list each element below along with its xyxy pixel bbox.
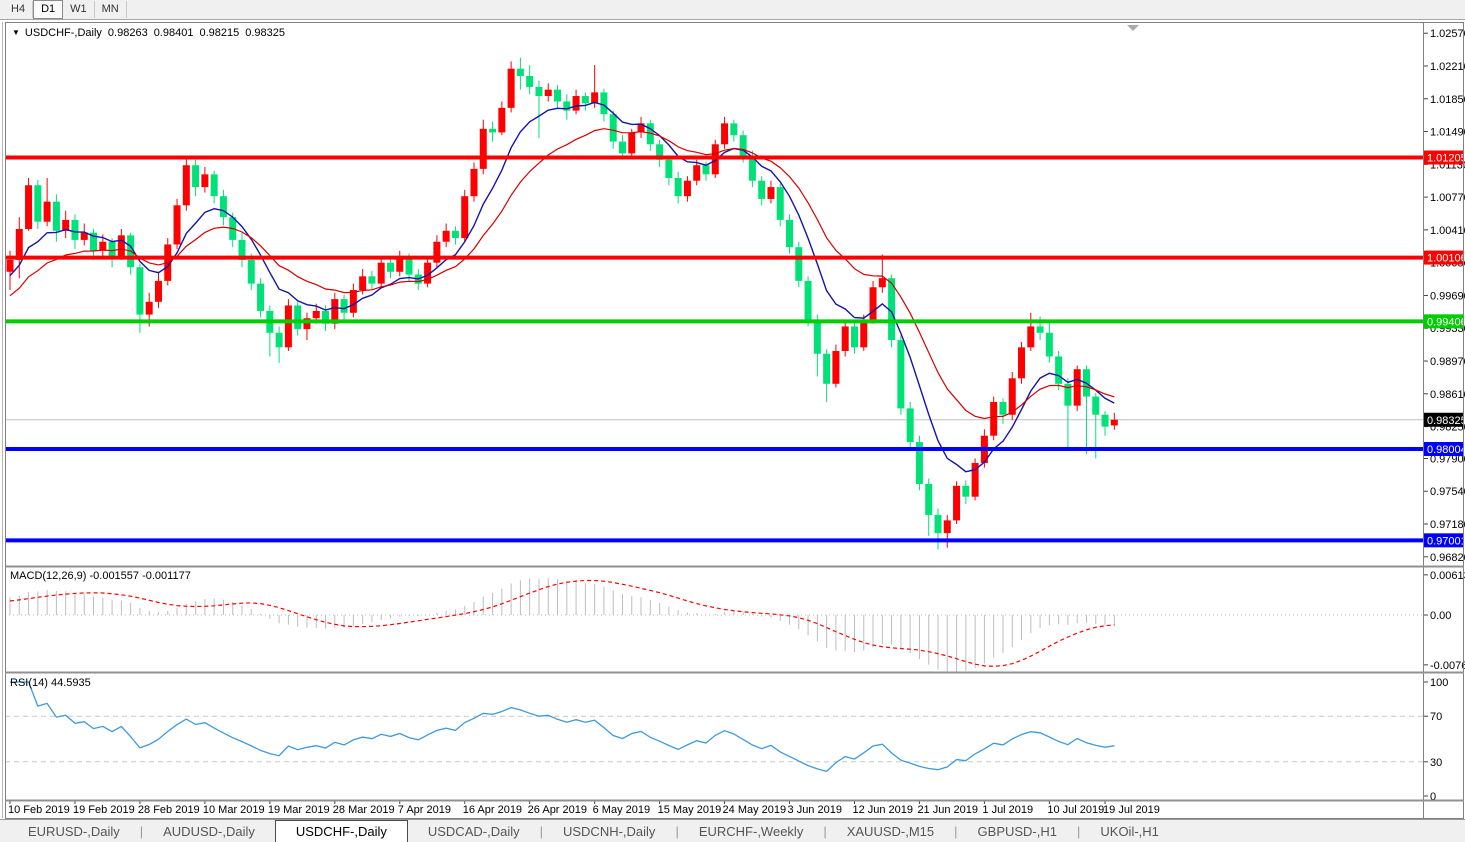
symbol-period-label: USDCHF-,Daily xyxy=(24,27,102,39)
svg-text:10 Mar 2019: 10 Mar 2019 xyxy=(203,804,265,816)
price-label-0.98004: 0.98004 xyxy=(1424,441,1465,456)
svg-text:1.01850: 1.01850 xyxy=(1430,94,1465,106)
chart-tab-ukoil-h1[interactable]: UKOil-,H1 xyxy=(1100,823,1159,839)
tab-separator: | xyxy=(139,823,144,839)
svg-text:24 May 2019: 24 May 2019 xyxy=(723,804,787,816)
tab-separator: | xyxy=(675,823,679,839)
svg-text:19 Jul 2019: 19 Jul 2019 xyxy=(1103,804,1160,816)
date-axis: 10 Feb 2019 19 Feb 2019 28 Feb 2019 10 Mar … xyxy=(8,800,1160,816)
svg-text:1.01490: 1.01490 xyxy=(1430,127,1465,139)
price-label-1.00106: 1.00106 xyxy=(1424,250,1465,265)
chart-header: ▼ USDCHF-,Daily 0.98263 0.98401 0.98215 0.983… xyxy=(12,27,285,39)
svg-text:1.02210: 1.02210 xyxy=(1430,61,1465,73)
macd-panel xyxy=(5,578,1423,672)
svg-text:1.01205: 1.01205 xyxy=(1427,152,1465,164)
open-value: 0.98263 xyxy=(107,27,148,39)
svg-text:10 Jul 2019: 10 Jul 2019 xyxy=(1047,804,1104,816)
chart-tab-usdchf-daily[interactable]: USDCHF-,Daily xyxy=(274,820,408,842)
chart-tab-audusd-daily[interactable]: AUDUSD-,Daily xyxy=(163,823,255,839)
macd-axis: 0.00613 0.00 -0.007612 xyxy=(1424,570,1465,672)
svg-text:0.97001: 0.97001 xyxy=(1427,535,1465,547)
macd-signal-line xyxy=(9,579,1115,667)
svg-text:10 Feb 2019: 10 Feb 2019 xyxy=(8,804,70,816)
price-label-1.01205: 1.01205 xyxy=(1424,150,1465,165)
price-axis: 1.025701.022101.018501.014901.011301.007… xyxy=(1424,28,1465,564)
rsi-line xyxy=(10,681,1115,773)
candles xyxy=(6,57,1118,550)
svg-text:12 Jun 2019: 12 Jun 2019 xyxy=(852,804,913,816)
ma-fast-line xyxy=(9,101,1115,473)
svg-text:1.00770: 1.00770 xyxy=(1430,192,1465,204)
svg-text:1 Jul 2019: 1 Jul 2019 xyxy=(982,804,1033,816)
timeframe-button-d1[interactable]: D1 xyxy=(33,0,64,19)
chart-tab-usdcnh-daily[interactable]: USDCNH-,Daily xyxy=(562,823,656,839)
svg-text:0.99406: 0.99406 xyxy=(1427,316,1465,328)
svg-text:3 Jun 2019: 3 Jun 2019 xyxy=(788,804,842,816)
svg-text:26 Apr 2019: 26 Apr 2019 xyxy=(528,804,587,816)
svg-text:0.98325: 0.98325 xyxy=(1427,415,1465,427)
svg-text:6 May 2019: 6 May 2019 xyxy=(593,804,650,816)
chart-tab-gbpusd-h1[interactable]: GBPUSD-,H1 xyxy=(977,823,1057,839)
svg-text:30: 30 xyxy=(1430,757,1442,769)
svg-text:-0.007612: -0.007612 xyxy=(1430,660,1465,672)
timeframe-toolbar: H4 D1 W1 MN xyxy=(0,0,1465,20)
svg-text:19 Feb 2019: 19 Feb 2019 xyxy=(73,804,135,816)
close-value: 0.98325 xyxy=(245,27,285,39)
ma-slow-line xyxy=(9,128,1115,420)
svg-text:1.02570: 1.02570 xyxy=(1430,28,1465,40)
svg-text:0: 0 xyxy=(1430,791,1436,803)
rsi-panel xyxy=(5,681,1423,773)
svg-text:21 Jun 2019: 21 Jun 2019 xyxy=(917,804,978,816)
svg-text:100: 100 xyxy=(1430,677,1448,689)
timeframe-button-h4[interactable]: H4 xyxy=(4,1,34,18)
chart-tab-xauusd-m15[interactable]: XAUUSD-,M15 xyxy=(846,823,935,839)
chart-shift-marker-icon[interactable] xyxy=(1127,25,1139,31)
svg-text:0.98004: 0.98004 xyxy=(1427,444,1465,456)
price-label-0.99406: 0.99406 xyxy=(1424,314,1465,329)
chart-tab-bar: EURUSD-,Daily | AUDUSD-,Daily USDCHF-,Daily… xyxy=(0,819,1465,842)
collapse-triangle-icon[interactable]: ▼ xyxy=(12,28,20,37)
rsi-value: 44.5935 xyxy=(50,677,91,689)
svg-text:15 May 2019: 15 May 2019 xyxy=(658,804,722,816)
low-value: 0.98215 xyxy=(199,27,240,39)
svg-text:7 Apr 2019: 7 Apr 2019 xyxy=(398,804,451,816)
tab-separator: | xyxy=(1077,823,1081,839)
svg-text:28 Mar 2019: 28 Mar 2019 xyxy=(333,804,395,816)
high-value: 0.98401 xyxy=(153,27,194,39)
price-label-0.97001: 0.97001 xyxy=(1424,533,1465,548)
svg-text:16 Apr 2019: 16 Apr 2019 xyxy=(463,804,522,816)
rsi-axis: 100 70 30 0 xyxy=(1424,677,1448,803)
svg-text:0.96820: 0.96820 xyxy=(1430,552,1465,564)
current-price-label: 0.98325 xyxy=(1424,412,1465,427)
tab-separator: | xyxy=(539,823,543,839)
svg-text:0.00: 0.00 xyxy=(1430,610,1451,622)
chart-tab-usdcad-daily[interactable]: USDCAD-,Daily xyxy=(427,823,520,839)
svg-text:19 Mar 2019: 19 Mar 2019 xyxy=(268,804,330,816)
tab-separator: | xyxy=(823,823,827,839)
chart-tab-eurchf-weekly[interactable]: EURCHF-,Weekly xyxy=(698,823,804,839)
window-frame xyxy=(2,22,1464,819)
timeframe-button-w1[interactable]: W1 xyxy=(63,1,95,18)
svg-text:1.00106: 1.00106 xyxy=(1427,253,1465,265)
svg-text:28 Feb 2019: 28 Feb 2019 xyxy=(138,804,200,816)
rsi-indicator-label: RSI(14) 44.5935 xyxy=(10,677,91,689)
macd-indicator-label: MACD(12,26,9) -0.001557 -0.001177 xyxy=(10,570,191,582)
main-price-panel xyxy=(5,57,1423,550)
timeframe-button-mn[interactable]: MN xyxy=(95,1,127,18)
macd-values: -0.001557 -0.001177 xyxy=(89,570,191,582)
svg-text:70: 70 xyxy=(1430,711,1442,723)
tab-separator: | xyxy=(954,823,958,839)
svg-text:0.00613: 0.00613 xyxy=(1430,570,1465,582)
chart-tab-eurusd-daily[interactable]: EURUSD-,Daily xyxy=(28,823,120,839)
